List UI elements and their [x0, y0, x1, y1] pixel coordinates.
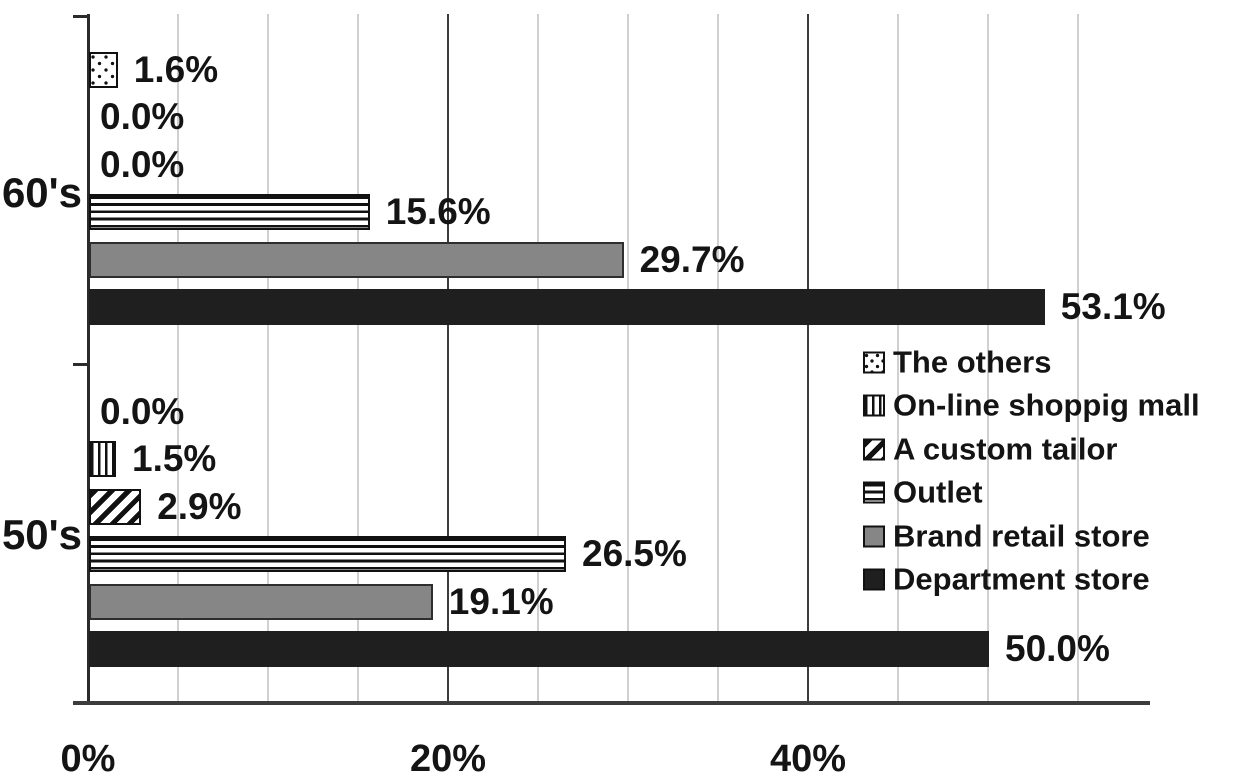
legend-label-the-others: The others [893, 344, 1052, 379]
bar-50-s-on-line-shoppig-mall [89, 441, 116, 478]
value-label-50-s-outlet: 26.5% [582, 533, 687, 575]
legend-item-brand-retail-store: Brand retail store [863, 515, 1150, 558]
legend-item-outlet: Outlet [863, 471, 983, 514]
bar-60-s-department-store [89, 289, 1045, 325]
value-label-60-s-department-store: 53.1% [1060, 286, 1166, 327]
legend-swatch-department-store [863, 568, 885, 591]
x-axis-line [73, 701, 1150, 705]
minor-gridline-55 [1077, 14, 1079, 703]
value-label-60-s-a-custom-tailor: 0.0% [100, 143, 185, 185]
minor-gridline-15 [357, 14, 359, 703]
legend-label-on-line-shoppig-mall: On-line shoppig mall [893, 387, 1200, 423]
x-tick-label-0: 0% [60, 738, 116, 780]
value-label-60-s-the-others: 1.6% [133, 49, 219, 90]
value-label-50-s-a-custom-tailor: 2.9% [157, 485, 242, 527]
major-gridline-40 [806, 14, 810, 703]
minor-gridline-25 [537, 14, 539, 703]
value-label-60-s-brand-retail-store: 29.7% [639, 238, 745, 280]
legend-label-outlet: Outlet [893, 474, 983, 510]
value-label-60-s-on-line-shoppig-mall: 0.0% [100, 96, 185, 138]
legend-label-brand-retail-store: Brand retail store [893, 518, 1150, 553]
minor-gridline-45 [897, 14, 899, 703]
x-tick-label-40: 40% [769, 738, 847, 780]
category-label-60-s: 60's [1, 169, 82, 216]
y-axis-line [86, 14, 90, 703]
bar-50-s-department-store [89, 631, 989, 667]
bar-50-s-a-custom-tailor [89, 488, 142, 525]
bar-60-s-brand-retail-store [89, 241, 624, 278]
category-axis-tick-1 [73, 362, 88, 366]
category-axis-tick-0 [73, 14, 88, 18]
bar-50-s-brand-retail-store [89, 583, 433, 620]
value-label-60-s-outlet: 15.6% [385, 191, 491, 233]
minor-gridline-30 [627, 14, 629, 703]
value-label-50-s-on-line-shoppig-mall: 1.5% [132, 438, 217, 480]
legend-swatch-on-line-shoppig-mall [863, 394, 885, 417]
legend-item-department-store: Department store [863, 558, 1150, 601]
legend-item-a-custom-tailor: A custom tailor [863, 428, 1118, 471]
minor-gridline-35 [717, 14, 719, 703]
legend-item-on-line-shoppig-mall: On-line shoppig mall [863, 384, 1200, 427]
category-label-50-s: 50's [1, 511, 82, 558]
bar-60-s-the-others [89, 52, 118, 88]
value-label-50-s-brand-retail-store: 19.1% [448, 580, 554, 622]
legend-item-the-others: The others [863, 341, 1051, 384]
legend-label-department-store: Department store [893, 561, 1150, 597]
bar-50-s-outlet [89, 536, 566, 573]
value-label-50-s-the-others: 0.0% [100, 391, 185, 432]
value-label-50-s-department-store: 50.0% [1005, 628, 1110, 669]
legend-label-a-custom-tailor: A custom tailor [893, 431, 1118, 466]
minor-gridline-5 [177, 14, 179, 703]
bar-60-s-outlet [89, 194, 370, 231]
major-gridline-20 [446, 14, 450, 703]
minor-gridline-50 [987, 14, 989, 703]
legend-swatch-outlet [863, 481, 885, 504]
x-tick-label-20: 20% [409, 738, 487, 780]
legend-swatch-brand-retail-store [863, 525, 885, 547]
legend-swatch-a-custom-tailor [863, 438, 885, 460]
legend-swatch-the-others [863, 351, 885, 373]
minor-gridline-10 [267, 14, 269, 703]
